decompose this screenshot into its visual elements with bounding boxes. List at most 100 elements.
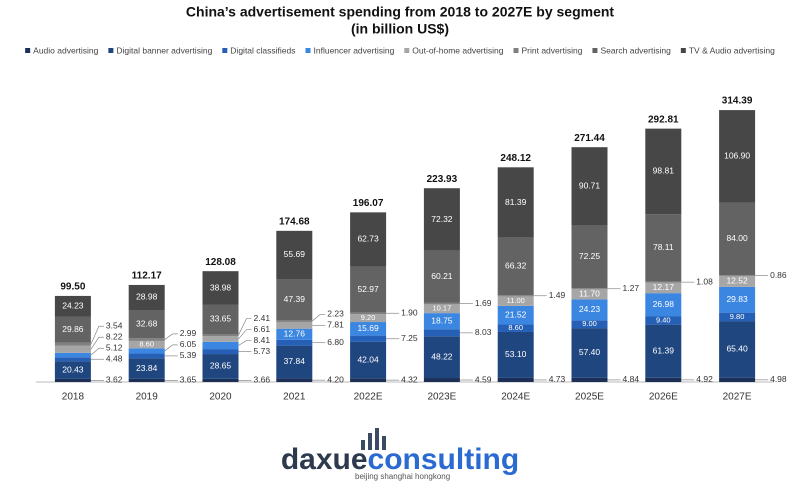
legend-swatch bbox=[592, 48, 598, 53]
bar-segment bbox=[202, 354, 239, 379]
legend-swatch bbox=[108, 48, 114, 53]
bar-segment bbox=[497, 305, 534, 325]
value-label: 4.92 bbox=[696, 374, 713, 384]
value-label: 2.23 bbox=[327, 309, 344, 319]
legend-label: Search advertising bbox=[600, 45, 671, 55]
value-label: 65.40 bbox=[726, 344, 748, 354]
value-label: 1.90 bbox=[401, 308, 418, 318]
bar-segment bbox=[645, 377, 682, 382]
x-tick-label: 2026E bbox=[649, 392, 678, 403]
bar-segment bbox=[497, 331, 534, 378]
bar-segment bbox=[276, 279, 313, 321]
bar-segment bbox=[54, 316, 91, 343]
value-label: 6.80 bbox=[327, 337, 344, 347]
bar-segment bbox=[54, 361, 91, 379]
bar-segment bbox=[350, 212, 387, 267]
callout-line bbox=[238, 318, 252, 336]
bar-segment bbox=[571, 328, 608, 378]
value-label: 37.84 bbox=[284, 356, 306, 366]
total-label: 196.07 bbox=[353, 198, 384, 209]
bar-segment bbox=[276, 345, 313, 379]
value-label: 3.62 bbox=[106, 375, 123, 385]
value-label: 0.86 bbox=[770, 270, 787, 280]
value-label: 28.98 bbox=[136, 292, 158, 302]
bar-segment bbox=[423, 188, 460, 251]
value-label: 23.84 bbox=[136, 363, 158, 373]
value-label: 72.32 bbox=[431, 214, 453, 224]
chart-subtitle: (in billion US$) bbox=[351, 21, 449, 37]
value-label: 12.52 bbox=[726, 276, 748, 286]
value-label: 12.17 bbox=[653, 282, 675, 292]
bar-segment bbox=[54, 295, 91, 317]
value-label: 4.98 bbox=[770, 374, 787, 384]
value-label: 29.83 bbox=[726, 294, 748, 304]
value-label: 32.68 bbox=[136, 318, 158, 328]
logo-text: daxueconsulting bbox=[281, 443, 519, 476]
logo-dark: daxue bbox=[281, 443, 368, 476]
bar-segment bbox=[423, 304, 460, 314]
value-label: 9.20 bbox=[361, 313, 376, 322]
value-label: 61.39 bbox=[653, 345, 675, 355]
value-label: 4.59 bbox=[475, 374, 492, 384]
total-label: 314.39 bbox=[722, 96, 753, 107]
total-label: 292.81 bbox=[648, 114, 679, 125]
bar-segment bbox=[423, 250, 460, 303]
bar-segment bbox=[645, 324, 682, 378]
value-label: 21.52 bbox=[505, 309, 527, 319]
value-label: 11.00 bbox=[507, 296, 525, 305]
value-label: 47.39 bbox=[284, 294, 306, 304]
value-label: 81.39 bbox=[505, 197, 527, 207]
bar-segment bbox=[571, 377, 608, 382]
callout-line bbox=[164, 333, 178, 340]
bar-segment bbox=[350, 335, 387, 342]
value-label: 20.43 bbox=[62, 364, 84, 374]
bar-segment bbox=[497, 167, 534, 238]
value-label: 9.00 bbox=[582, 319, 597, 328]
bar-segment bbox=[645, 281, 682, 283]
total-label: 174.68 bbox=[279, 217, 310, 228]
bar-segment bbox=[128, 284, 165, 311]
value-label: 8.22 bbox=[106, 332, 123, 342]
value-label: 90.71 bbox=[579, 181, 601, 191]
bar-segment bbox=[276, 339, 313, 346]
value-label: 1.49 bbox=[549, 290, 566, 300]
value-label: 7.81 bbox=[327, 320, 344, 330]
legend-swatch bbox=[222, 48, 228, 53]
logo-light: consulting bbox=[368, 443, 520, 476]
value-label: 66.32 bbox=[505, 261, 527, 271]
legend-swatch bbox=[680, 48, 686, 53]
bar-segment bbox=[719, 286, 756, 313]
value-label: 18.75 bbox=[431, 316, 453, 326]
value-label: 11.70 bbox=[579, 289, 600, 299]
value-label: 9.40 bbox=[656, 316, 671, 325]
bar-segment bbox=[497, 296, 534, 306]
bar-segment bbox=[645, 282, 682, 294]
callout-line bbox=[238, 340, 252, 346]
total-label: 112.17 bbox=[132, 271, 162, 282]
value-label: 62.73 bbox=[357, 234, 379, 244]
chart-title: China’s advertisement spending from 2018… bbox=[186, 4, 615, 20]
value-label: 24.23 bbox=[62, 301, 84, 311]
value-label: 8.41 bbox=[254, 335, 271, 345]
value-label: 42.04 bbox=[357, 354, 379, 364]
bar-segment bbox=[645, 128, 682, 215]
bar-segment bbox=[497, 324, 534, 332]
callout-line bbox=[90, 347, 104, 356]
callout-line bbox=[90, 336, 104, 350]
bar-segment bbox=[276, 230, 313, 280]
bar-segment bbox=[276, 378, 313, 382]
bar-segment bbox=[350, 314, 387, 323]
bar-segment bbox=[350, 322, 387, 336]
value-label: 52.97 bbox=[357, 284, 379, 294]
callout-line bbox=[90, 325, 104, 345]
value-label: 2.99 bbox=[180, 328, 197, 338]
bar-segment bbox=[202, 334, 239, 337]
value-label: 5.39 bbox=[180, 350, 197, 360]
bar-segment bbox=[571, 299, 608, 321]
bar-segment bbox=[54, 345, 91, 353]
x-tick-label: 2025E bbox=[575, 392, 604, 403]
bar-segment bbox=[350, 378, 387, 382]
bar-segment bbox=[423, 329, 460, 337]
